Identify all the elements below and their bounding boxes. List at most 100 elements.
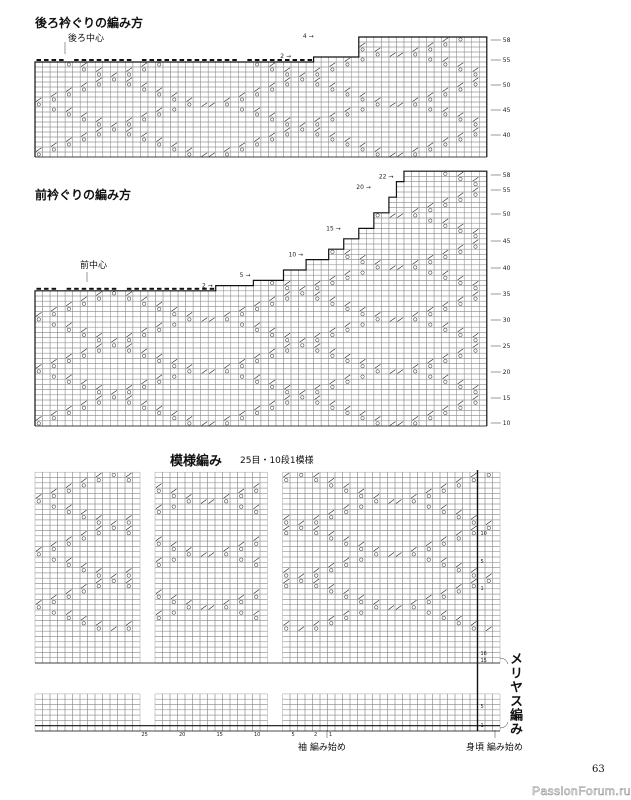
yarn-over-mark — [456, 589, 461, 594]
yarn-over-mark — [315, 122, 320, 127]
yarn-over-mark — [344, 541, 349, 546]
yarn-over-mark — [285, 122, 290, 127]
yarn-over-mark — [270, 117, 275, 122]
yarn-over-mark — [345, 255, 350, 259]
bind-off-mark — [81, 287, 87, 290]
bind-off-mark — [44, 59, 49, 61]
yarn-over-mark — [127, 296, 132, 301]
yarn-over-mark — [360, 416, 365, 421]
yarn-over-mark — [329, 515, 334, 520]
yarn-over-mark — [285, 390, 290, 395]
bind-off-mark — [74, 287, 79, 290]
yarn-over-mark — [126, 531, 131, 536]
yarn-over-mark — [127, 82, 132, 87]
yarn-over-mark — [345, 112, 350, 117]
sleeve-start-label: 袖 編み始め — [298, 743, 346, 753]
yarn-over-mark — [413, 52, 418, 57]
bind-off-mark — [149, 287, 154, 290]
yarn-over-mark — [111, 578, 116, 583]
yarn-over-mark — [458, 197, 463, 202]
yarn-over-mark — [224, 499, 229, 504]
yarn-over-mark — [458, 249, 463, 254]
yarn-over-mark — [411, 552, 416, 557]
yarn-over-mark — [473, 348, 478, 353]
chart-outline — [34, 36, 488, 157]
yarn-over-mark — [51, 547, 56, 552]
yarn-over-mark — [187, 421, 192, 426]
yarn-over-mark — [171, 557, 176, 562]
yarn-over-mark — [239, 610, 244, 615]
yarn-over-mark — [172, 364, 177, 369]
yarn-over-mark — [66, 62, 71, 67]
bind-off-mark — [104, 59, 109, 61]
back-center-label: 後ろ中心 — [68, 34, 105, 44]
yarn-over-mark — [270, 405, 275, 410]
yarn-over-mark — [172, 322, 177, 327]
yarn-over-mark — [186, 552, 191, 557]
yarn-over-mark — [359, 504, 364, 509]
yarn-over-mark — [443, 411, 448, 415]
row-label: 1 — [481, 586, 484, 592]
yarn-over-mark — [81, 515, 86, 520]
yarn-over-mark — [428, 208, 433, 213]
yarn-over-mark — [225, 102, 229, 107]
yarn-over-mark — [428, 107, 433, 112]
bind-off-mark — [209, 287, 215, 290]
bind-off-mark — [262, 59, 267, 61]
yarn-over-mark — [111, 472, 116, 477]
yarn-over-mark — [443, 379, 448, 384]
bind-off-mark — [269, 59, 275, 61]
yarn-over-mark — [413, 421, 418, 426]
front-center-label: 前中心 — [80, 261, 108, 271]
bind-off-mark — [141, 59, 147, 61]
bind-off-mark — [300, 59, 305, 61]
yarn-over-mark — [360, 57, 365, 62]
bind-off-mark — [217, 59, 222, 61]
row-label: 55 — [503, 57, 511, 64]
yarn-over-mark — [374, 552, 379, 557]
yarn-over-mark — [443, 359, 448, 363]
yarn-over-mark — [157, 92, 162, 97]
yarn-over-mark — [375, 317, 380, 322]
yarn-over-mark — [345, 411, 350, 415]
yarn-over-mark — [66, 411, 71, 415]
yarn-over-mark — [96, 626, 101, 631]
bind-off-mark — [36, 59, 42, 61]
yarn-over-mark — [458, 87, 463, 92]
yarn-over-mark — [458, 385, 463, 389]
yarn-over-mark — [314, 531, 319, 536]
bind-off-mark — [156, 59, 162, 61]
yarn-over-mark — [157, 379, 162, 384]
yarn-over-mark — [285, 72, 290, 77]
yarn-over-mark — [413, 369, 418, 374]
yarn-over-mark — [315, 348, 320, 353]
yarn-over-mark — [428, 218, 433, 223]
yarn-over-mark — [186, 605, 191, 610]
yarn-over-mark — [426, 557, 431, 562]
yarn-over-mark — [187, 369, 192, 374]
yarn-over-mark — [330, 385, 335, 389]
bind-off-mark — [179, 287, 185, 290]
yarn-over-mark — [172, 416, 177, 421]
yarn-over-mark — [329, 536, 334, 541]
yarn-over-mark — [428, 57, 433, 62]
yarn-over-mark — [375, 52, 380, 57]
yarn-over-mark — [441, 615, 446, 620]
yarn-over-mark — [51, 600, 56, 605]
row-label: 10 — [481, 531, 487, 537]
yarn-over-mark — [413, 152, 418, 157]
yarn-over-mark — [285, 82, 290, 87]
row-label: 10 — [503, 420, 511, 427]
bind-off-mark — [149, 59, 154, 61]
stitch-label: 25 — [142, 732, 148, 738]
stitch-label: 5 — [292, 732, 295, 738]
bind-off-mark — [111, 287, 117, 290]
yarn-over-mark — [375, 213, 380, 218]
yarn-over-mark — [81, 483, 86, 488]
yarn-over-mark — [51, 147, 56, 152]
yarn-over-mark — [285, 286, 290, 291]
yarn-over-mark — [240, 416, 245, 421]
yarn-over-mark — [142, 87, 147, 92]
yarn-over-mark — [36, 552, 41, 557]
yarn-over-mark — [82, 67, 86, 72]
